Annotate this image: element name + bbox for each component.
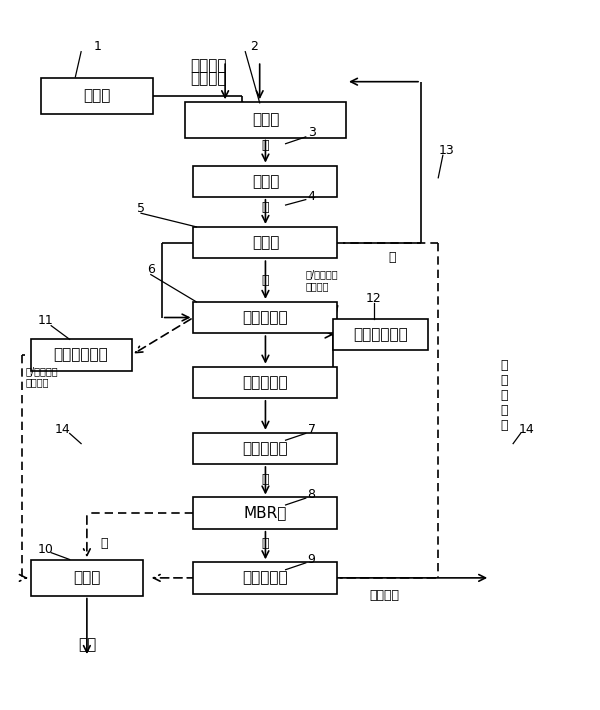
Text: 泵/空气提升
推流泵站: 泵/空气提升 推流泵站	[306, 269, 338, 291]
Text: 5: 5	[137, 202, 145, 215]
Bar	[31, 560, 143, 596]
Text: 10: 10	[37, 542, 53, 556]
Text: 浓液池: 浓液池	[83, 89, 111, 104]
Text: 一级缺氧池: 一级缺氧池	[242, 310, 288, 325]
Text: 泵/空气提升
推流泵站: 泵/空气提升 推流泵站	[25, 366, 58, 388]
Text: 生产淡水: 生产淡水	[191, 71, 227, 86]
Text: 11: 11	[38, 315, 53, 327]
Text: 沉淀池: 沉淀池	[252, 235, 279, 250]
Text: 9: 9	[308, 553, 316, 566]
Text: 14: 14	[518, 423, 534, 437]
Text: 6: 6	[147, 263, 155, 276]
Text: 泵: 泵	[262, 273, 269, 287]
Text: 回流循环区二: 回流循环区二	[54, 347, 109, 363]
Text: 泵: 泵	[100, 537, 108, 550]
Text: 2: 2	[250, 40, 258, 53]
Text: 泵: 泵	[262, 473, 269, 486]
Text: 3: 3	[308, 126, 316, 139]
Bar	[193, 302, 337, 333]
Bar	[185, 102, 346, 138]
Bar	[31, 339, 131, 371]
Text: 不
合
格
回
流: 不 合 格 回 流	[501, 359, 508, 432]
Text: 14: 14	[55, 423, 71, 437]
Text: 泵: 泵	[262, 537, 269, 550]
Text: 泵: 泵	[262, 139, 269, 152]
Text: 4: 4	[308, 190, 316, 202]
Text: 13: 13	[439, 144, 455, 157]
Text: 7: 7	[308, 423, 316, 437]
Bar	[193, 366, 337, 398]
Text: 调节池: 调节池	[252, 112, 279, 127]
Text: 二级缺氧池: 二级缺氧池	[242, 441, 288, 456]
Text: 泵: 泵	[262, 201, 269, 214]
Text: 达标排放: 达标排放	[369, 589, 399, 602]
Bar	[41, 78, 154, 114]
Text: 泵: 泵	[388, 251, 396, 264]
Bar	[193, 562, 337, 594]
Text: 12: 12	[366, 292, 382, 305]
Text: MBR池: MBR池	[244, 506, 287, 520]
Text: 回流循环区一: 回流循环区一	[353, 327, 408, 342]
Bar	[193, 165, 337, 197]
Text: 生活污水: 生活污水	[191, 58, 227, 73]
Bar	[193, 227, 337, 258]
Bar	[193, 432, 337, 464]
Text: 一级好氧池: 一级好氧池	[242, 375, 288, 390]
Bar	[333, 319, 428, 350]
Text: 1: 1	[94, 40, 101, 53]
Text: 换热器: 换热器	[252, 174, 279, 189]
Text: 污泥池: 污泥池	[73, 570, 101, 585]
Text: 清水消毒池: 清水消毒池	[242, 570, 288, 585]
Text: 8: 8	[308, 488, 316, 501]
Text: 外运: 外运	[78, 637, 96, 652]
Bar	[193, 498, 337, 529]
